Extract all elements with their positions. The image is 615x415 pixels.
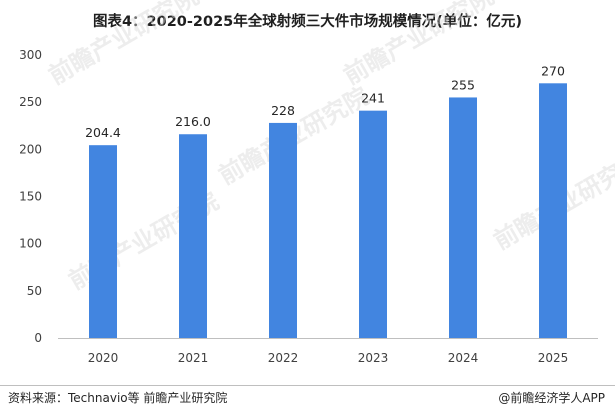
bars-layer: 204.4 216.0 228 241 255 270	[85, 63, 567, 338]
y-tick-label: 100	[19, 237, 42, 251]
x-axis-ticks: 2020 2021 2022 2023 2024 2025	[88, 351, 569, 365]
x-tick-label: 2022	[268, 351, 299, 365]
y-tick-label: 150	[19, 190, 42, 204]
bar-value-label: 255	[451, 77, 475, 92]
bar-value-label: 270	[541, 63, 565, 78]
bar-value-label: 228	[271, 103, 295, 118]
chart-title: 图表4：2020-2025年全球射频三大件市场规模情况(单位：亿元)	[92, 14, 523, 30]
bar-2022	[269, 122, 297, 338]
x-tick-label: 2023	[358, 351, 389, 365]
bar-2020	[89, 145, 117, 338]
bar-chart: 前瞻产业研究院前瞻产业研究院前瞻产业研究院前瞻产业研究院前瞻产业研究院 0 50 1…	[19, 0, 615, 365]
bar-value-label: 241	[361, 91, 385, 106]
credit-note: @前瞻经济学人APP	[498, 391, 605, 405]
bar-2021	[179, 134, 207, 338]
bar-2023	[359, 110, 387, 338]
watermark-text: 前瞻产业研究院	[44, 0, 203, 90]
bar-2024	[449, 97, 477, 338]
x-tick-label: 2024	[448, 351, 479, 365]
watermark-layer: 前瞻产业研究院前瞻产业研究院前瞻产业研究院前瞻产业研究院前瞻产业研究院	[44, 0, 615, 295]
y-tick-label: 0	[34, 331, 42, 345]
source-note: 资料来源：Technavio等 前瞻产业研究院	[8, 391, 228, 405]
bar-value-label: 216.0	[175, 114, 211, 129]
y-axis-ticks: 0 50 100 150 200 250 300	[19, 48, 42, 345]
footer-divider	[0, 385, 615, 386]
x-tick-label: 2020	[88, 351, 119, 365]
y-tick-label: 50	[27, 284, 42, 298]
y-tick-label: 300	[19, 48, 42, 62]
x-tick-label: 2021	[178, 351, 209, 365]
x-tick-label: 2025	[538, 351, 569, 365]
bar-value-label: 204.4	[85, 125, 121, 140]
bar-2025	[539, 83, 567, 338]
y-tick-label: 200	[19, 142, 42, 156]
y-tick-label: 250	[19, 95, 42, 109]
